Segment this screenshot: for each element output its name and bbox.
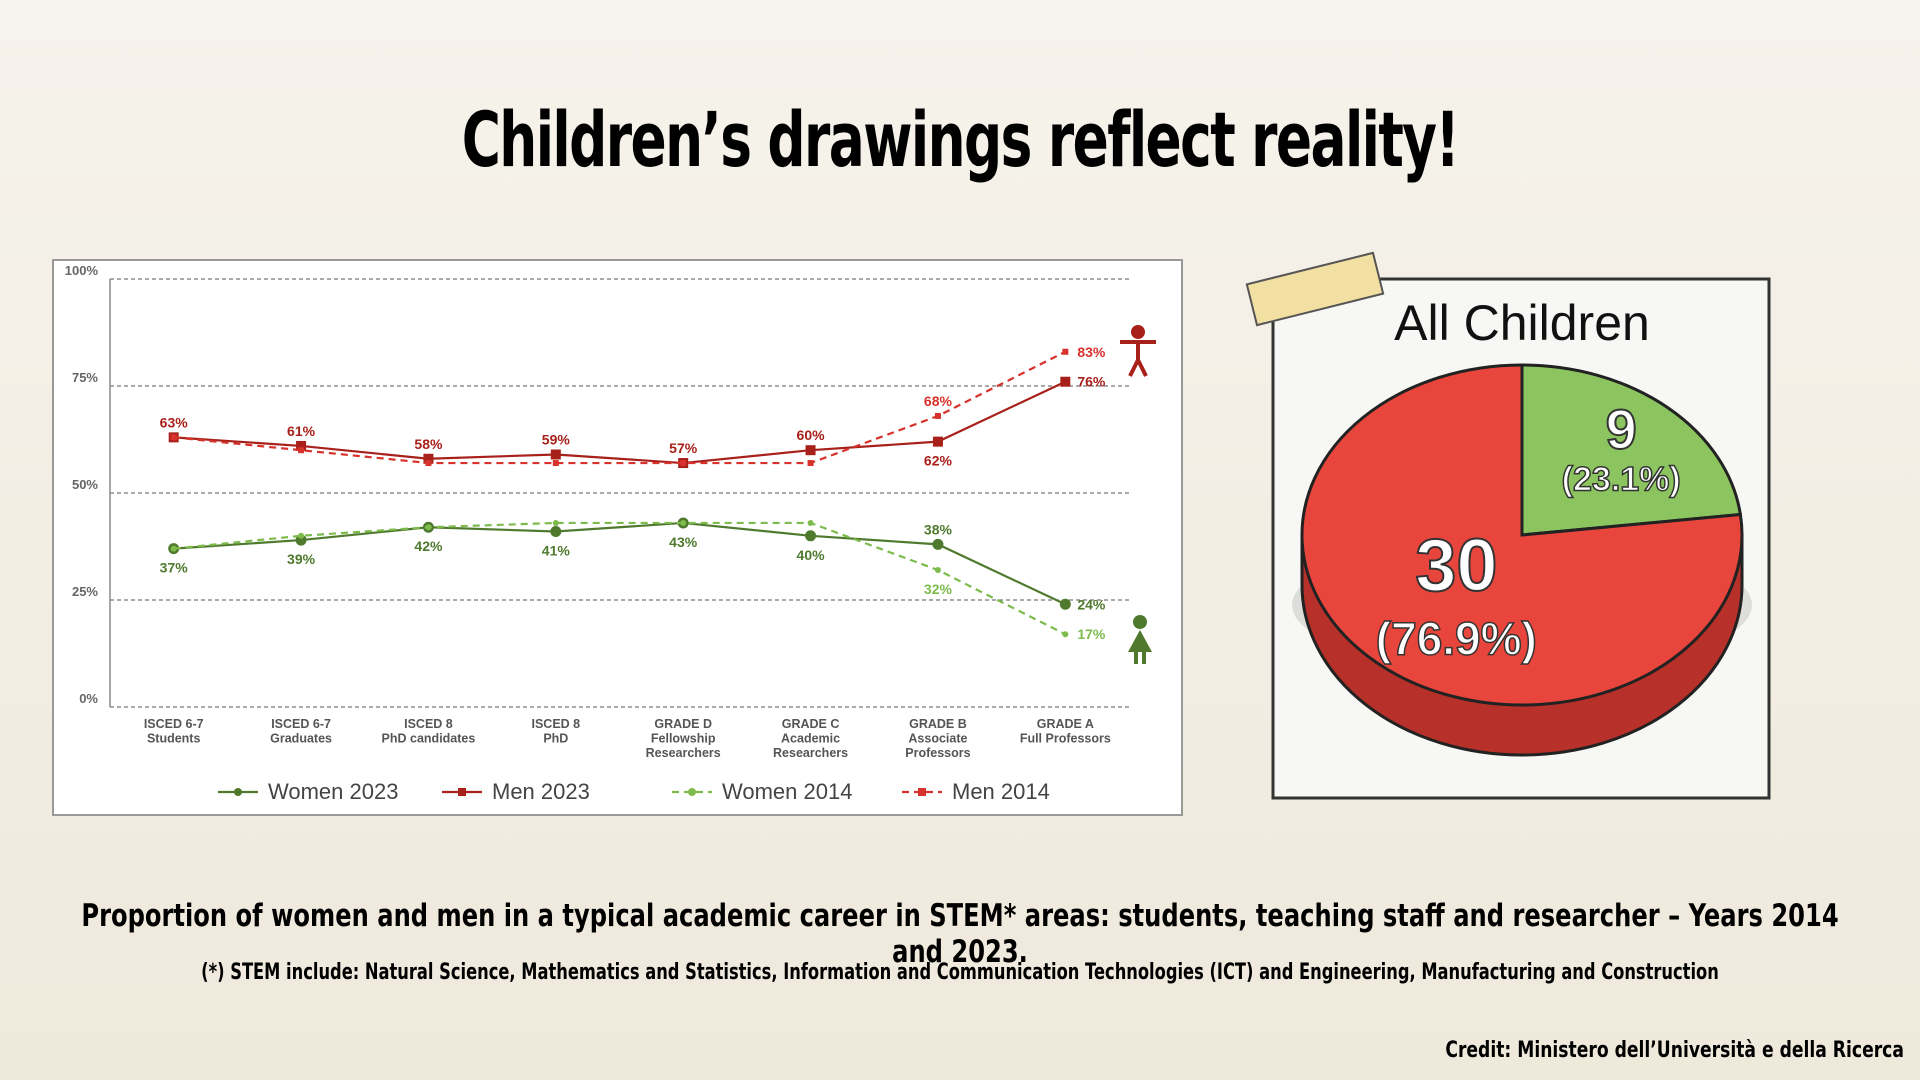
point xyxy=(552,460,559,467)
y-tick-label: 50% xyxy=(72,477,98,492)
x-tick-label: ISCED 8 PhD xyxy=(531,717,580,745)
point xyxy=(295,534,307,546)
point xyxy=(1059,598,1071,610)
point xyxy=(680,460,687,467)
data-label: 41% xyxy=(542,543,571,559)
data-label: 42% xyxy=(414,538,443,554)
series-line xyxy=(173,521,1066,606)
point xyxy=(807,519,814,526)
data-label: 43% xyxy=(669,534,698,550)
x-tick-label: GRADE C Academic Researchers xyxy=(773,717,848,760)
data-label: 63% xyxy=(160,414,189,430)
point xyxy=(552,519,559,526)
data-label: 24% xyxy=(1077,596,1106,612)
point xyxy=(680,519,687,526)
data-label: 38% xyxy=(924,521,953,537)
x-tick-label: ISCED 6-7 Graduates xyxy=(270,717,332,745)
pie-value: 30 xyxy=(1415,523,1497,606)
series-line xyxy=(173,521,1066,636)
data-label: 57% xyxy=(669,440,698,456)
legend-marker xyxy=(688,788,696,796)
point xyxy=(807,460,814,467)
y-tick-label: 100% xyxy=(65,263,99,278)
pie-slice xyxy=(1520,363,1743,537)
legend-label: Women 2023 xyxy=(268,779,398,804)
point xyxy=(932,538,944,550)
man-icon xyxy=(1120,325,1156,377)
data-label: 32% xyxy=(924,581,953,597)
series-line xyxy=(173,380,1066,465)
footnote: (*) STEM include: Natural Science, Mathe… xyxy=(201,960,1719,985)
data-label: 37% xyxy=(160,560,189,576)
pie-value: 9 xyxy=(1606,397,1637,460)
point xyxy=(934,567,941,574)
data-label: 58% xyxy=(414,436,443,452)
pie-percent: (23.1%) xyxy=(1562,460,1681,498)
x-tick-label: GRADE A Full Professors xyxy=(1020,717,1111,745)
x-tick-label: ISCED 6-7 Students xyxy=(144,717,204,745)
point xyxy=(1062,631,1069,638)
woman-icon xyxy=(1128,615,1152,664)
legend-marker xyxy=(458,788,466,796)
point xyxy=(296,440,307,451)
line-chart-panel xyxy=(52,259,1183,816)
data-label: 61% xyxy=(287,423,316,439)
point xyxy=(423,453,434,464)
y-tick-label: 25% xyxy=(72,584,98,599)
tape xyxy=(1245,251,1385,327)
point xyxy=(1060,376,1071,387)
data-label: 83% xyxy=(1077,344,1106,360)
data-label: 68% xyxy=(924,393,953,409)
point xyxy=(550,449,561,460)
point xyxy=(932,436,943,447)
x-tick-label: ISCED 8 PhD candidates xyxy=(382,717,476,745)
point xyxy=(170,434,177,441)
legend-marker xyxy=(234,788,242,796)
point xyxy=(1062,348,1069,355)
y-tick-label: 0% xyxy=(79,691,98,706)
data-label: 59% xyxy=(542,431,571,447)
point xyxy=(805,445,816,456)
slide-title: Children’s drawings reflect reality! xyxy=(461,95,1460,184)
caption: Proportion of women and men in a typical… xyxy=(81,898,1839,970)
data-label: 76% xyxy=(1077,374,1106,390)
data-label: 17% xyxy=(1077,626,1106,642)
point xyxy=(298,447,305,454)
point xyxy=(934,412,941,419)
data-label: 62% xyxy=(924,453,953,469)
point xyxy=(550,526,562,538)
legend-label: Women 2014 xyxy=(722,779,852,804)
pie-percent: (76.9%) xyxy=(1376,612,1537,664)
point xyxy=(425,524,432,531)
point xyxy=(170,545,177,552)
legend-marker xyxy=(918,788,926,796)
data-label: 60% xyxy=(797,427,826,443)
pie-title: All Children xyxy=(1394,295,1650,351)
point xyxy=(805,530,817,542)
x-tick-label: GRADE D Fellowship Researchers xyxy=(646,717,721,760)
series-line xyxy=(173,350,1066,465)
data-label: 40% xyxy=(797,547,826,563)
point xyxy=(298,532,305,539)
pie-slice xyxy=(1300,363,1744,707)
x-tick-label: GRADE B Associate Professors xyxy=(905,717,970,760)
legend-label: Men 2014 xyxy=(952,779,1050,804)
data-label: 39% xyxy=(287,551,316,567)
legend-label: Men 2023 xyxy=(492,779,590,804)
y-tick-label: 75% xyxy=(72,370,98,385)
point xyxy=(425,460,432,467)
credit: Credit: Ministero dell’Università e dell… xyxy=(1445,1038,1904,1063)
